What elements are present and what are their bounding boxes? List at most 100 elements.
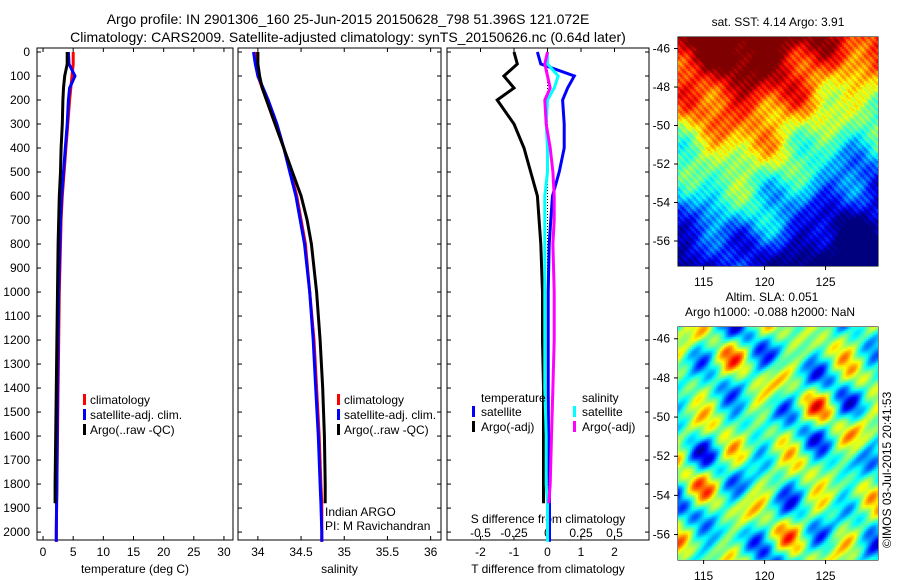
x-tick-label: 34.5 bbox=[289, 545, 313, 559]
x2-tick-label: -0.5 bbox=[470, 526, 491, 540]
legend-swatch bbox=[83, 424, 86, 435]
y-tick-label: 1400 bbox=[3, 381, 30, 395]
x2-tick-label: 0.5 bbox=[606, 526, 623, 540]
x-tick-label: 125 bbox=[816, 275, 836, 289]
legend-swatch bbox=[83, 394, 86, 405]
x2-tick-label: 0.25 bbox=[569, 526, 593, 540]
y-tick-label: 1600 bbox=[3, 429, 30, 443]
map-title: Altim. SLA: 0.051 bbox=[726, 290, 819, 304]
map-subtitle: Argo h1000: -0.088 h2000: NaN bbox=[685, 305, 855, 319]
y-tick-label: 400 bbox=[10, 141, 30, 155]
x-tick-label: 0 bbox=[544, 545, 551, 559]
y-tick-label: 1100 bbox=[4, 309, 30, 323]
sst-map-image bbox=[678, 37, 878, 266]
legend-swatch bbox=[472, 406, 475, 417]
y-tick-label: 1900 bbox=[3, 501, 30, 515]
legend-header-temperature: temperature bbox=[481, 391, 546, 405]
legend-swatch bbox=[573, 421, 576, 432]
legend-swatch bbox=[337, 394, 340, 405]
x-tick-label: 36 bbox=[424, 545, 438, 559]
y-tick-label: 600 bbox=[10, 189, 30, 203]
series-line-satellite-adj-clim- bbox=[252, 51, 324, 542]
x-tick-label: 125 bbox=[816, 569, 836, 580]
x-tick-label: 35.5 bbox=[376, 545, 400, 559]
series-line-satellite-adj-clim- bbox=[54, 51, 77, 542]
series-line-climatology bbox=[253, 51, 324, 542]
y-tick-label: -46 bbox=[653, 42, 671, 56]
legend-label: Argo(..raw -QC) bbox=[90, 423, 175, 437]
series-line-s-argo-adj- bbox=[543, 51, 556, 504]
y-tick-label: 1700 bbox=[3, 453, 30, 467]
legend-swatch bbox=[472, 421, 475, 432]
legend-label: satellite-adj. clim. bbox=[90, 408, 182, 422]
x-tick-label: 120 bbox=[755, 275, 775, 289]
x-tick-label: -1 bbox=[509, 545, 520, 559]
x-axis-label: salinity bbox=[321, 562, 358, 576]
y-tick-label: 1800 bbox=[3, 477, 30, 491]
series-line-t-argo-adj- bbox=[495, 51, 545, 504]
y-tick-label: 700 bbox=[10, 213, 30, 227]
x-tick-label: 20 bbox=[157, 545, 171, 559]
legend-label: Argo(-adj) bbox=[481, 420, 534, 434]
y-tick-label: -46 bbox=[653, 332, 671, 346]
y-tick-label: 800 bbox=[10, 237, 30, 251]
series-line-s-satellite bbox=[543, 52, 560, 542]
credit-label: ©IMOS 03-Jul-2015 20:41:53 bbox=[880, 391, 894, 548]
y-tick-label: 1300 bbox=[3, 357, 30, 371]
x-tick-label: 115 bbox=[694, 569, 713, 580]
legend-label: satellite bbox=[481, 405, 522, 419]
plot-frame bbox=[237, 47, 442, 541]
y-tick-label: -54 bbox=[653, 488, 671, 502]
panel-salinity: 34 34.5 35 35.5 36 salinity climatologysatelli… bbox=[237, 47, 442, 576]
panel-temperature: 0 5 10 15 20 25 300100200300400500600700800900… bbox=[3, 45, 234, 576]
x-tick-label: 34 bbox=[251, 545, 265, 559]
y-tick-label: 1200 bbox=[3, 333, 30, 347]
y-tick-label: 500 bbox=[10, 165, 30, 179]
x-tick-label: 5 bbox=[70, 545, 77, 559]
x-tick-label: 10 bbox=[97, 545, 111, 559]
y-tick-label: 900 bbox=[10, 261, 30, 275]
y-tick-label: -50 bbox=[653, 410, 671, 424]
legend-label: climatology bbox=[90, 393, 150, 407]
y-tick-label: 1000 bbox=[3, 285, 30, 299]
y-tick-label: -56 bbox=[653, 234, 671, 248]
map-axes-sst_map: 115 120 125 -46 -48 -50 -52 -54 -56 sat. SST: 4.1… bbox=[653, 15, 879, 289]
y-tick-label: -48 bbox=[653, 80, 671, 94]
pi-annotation: PI: M Ravichandran bbox=[325, 519, 430, 533]
series-line-argo-raw-qc- bbox=[256, 52, 327, 504]
y-tick-label: -52 bbox=[653, 157, 671, 171]
title-line2: Climatology: CARS2009. Satellite-adjuste… bbox=[70, 29, 626, 45]
y-tick-label: -52 bbox=[653, 449, 671, 463]
legend-swatch bbox=[573, 406, 576, 417]
legend-swatch bbox=[337, 424, 340, 435]
legend-header-salinity: salinity bbox=[582, 391, 619, 405]
legend-swatch bbox=[83, 409, 86, 420]
y-tick-label: 300 bbox=[10, 117, 30, 131]
title-line1: Argo profile: IN 2901306_160 25-Jun-2015… bbox=[107, 11, 590, 27]
x-tick-label: 1 bbox=[578, 545, 585, 559]
y-tick-label: 1500 bbox=[3, 405, 30, 419]
x-tick-label: 15 bbox=[127, 545, 141, 559]
legend-swatch bbox=[337, 409, 340, 420]
legend-label: Argo(..raw -QC) bbox=[344, 423, 429, 437]
y-tick-label: 100 bbox=[10, 69, 30, 83]
legend-label: satellite-adj. clim. bbox=[344, 408, 436, 422]
legend-label: climatology bbox=[344, 393, 404, 407]
y-tick-label: 200 bbox=[10, 93, 30, 107]
x-axis-label: T difference from climatology bbox=[471, 562, 625, 576]
x-tick-label: 120 bbox=[755, 569, 775, 580]
map-title: sat. SST: 4.14 Argo: 3.91 bbox=[712, 15, 845, 29]
x-axis-label: temperature (deg C) bbox=[81, 562, 189, 576]
x-tick-label: 115 bbox=[694, 275, 713, 289]
x-tick-label: 2 bbox=[611, 545, 618, 559]
series-line-argo-raw-qc- bbox=[53, 52, 69, 504]
x-tick-label: -2 bbox=[475, 545, 486, 559]
x-tick-label: 25 bbox=[187, 545, 201, 559]
y-tick-label: -56 bbox=[653, 528, 671, 542]
x2-tick-label: -0.25 bbox=[500, 526, 528, 540]
plot-frame bbox=[36, 47, 234, 541]
y-tick-label: -54 bbox=[653, 195, 671, 209]
